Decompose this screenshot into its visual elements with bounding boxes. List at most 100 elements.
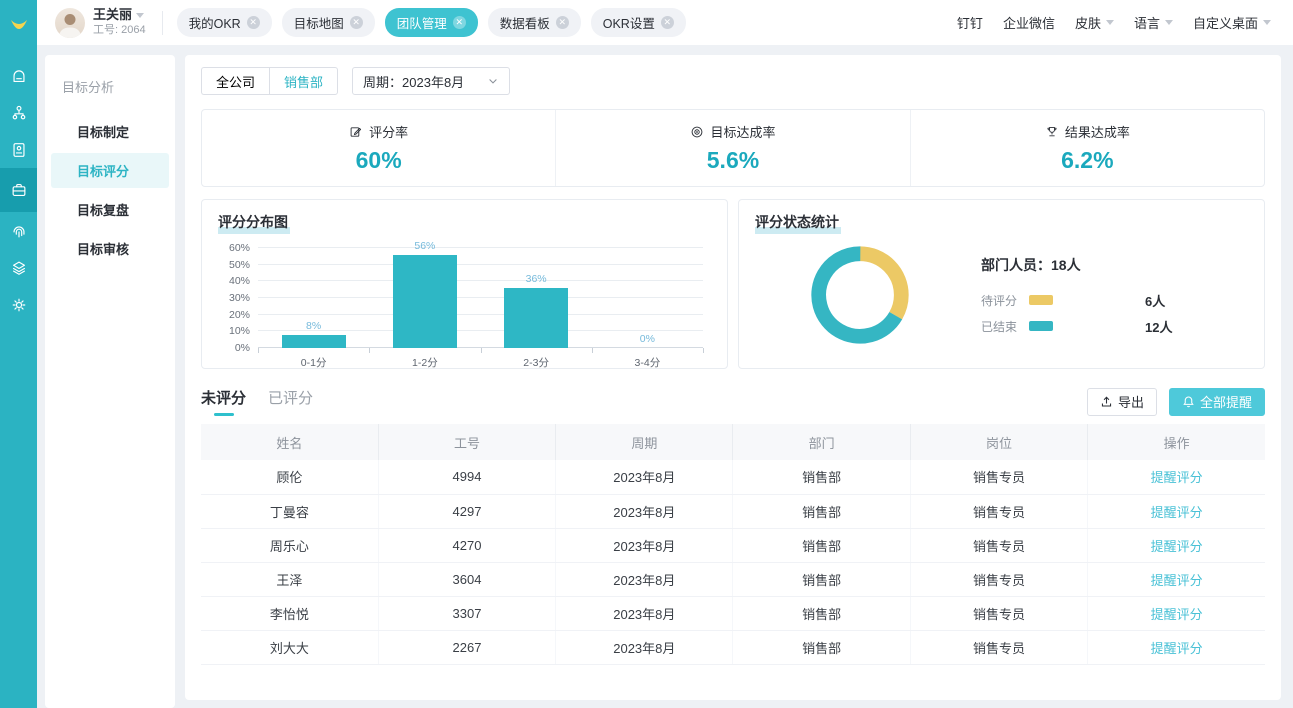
scope-segmented-control: 全公司 销售部 (201, 67, 339, 95)
period-dropdown[interactable]: 周期：2023年8月 (352, 67, 511, 95)
sidebar-item-目标审核[interactable]: 目标审核 (77, 242, 130, 257)
y-axis-tick: 40% (228, 275, 250, 288)
bar-value-label: 36% (525, 273, 547, 285)
x-axis-tick (591, 348, 593, 353)
main-content: 全公司 销售部 周期：2023年8月 评分率 60% 目标达成率 5.6% 结果达成率 6.… (185, 55, 1281, 700)
rail-item-fingerprint-icon[interactable] (0, 212, 37, 249)
table-cell: 销售部 (732, 460, 911, 495)
bar-value-label: 56% (414, 239, 436, 252)
remind-score-link[interactable]: 提醒评分 (1150, 470, 1203, 486)
gridline (258, 347, 703, 348)
score-tab-未评分[interactable]: 未评分 (201, 387, 246, 416)
table-cell: 2023年8月 (555, 494, 734, 529)
close-icon[interactable]: ✕ (349, 16, 363, 29)
rail-item-home-icon[interactable] (0, 57, 37, 94)
remind-all-button[interactable]: 全部提醒 (1168, 387, 1265, 416)
current-user[interactable]: 王关丽 工号: 2064 (37, 7, 160, 38)
bar-chart-title: 评分分布图 (218, 212, 290, 234)
legend-swatch (1029, 295, 1053, 305)
tab-label: OKR设置 (602, 17, 655, 31)
table-cell: 销售部 (732, 596, 911, 631)
table-cell-action: 提醒评分 (1087, 630, 1265, 665)
x-axis-tick (703, 348, 704, 353)
gridline (258, 297, 703, 298)
gridline (258, 280, 703, 282)
top-menu-item-0[interactable]: 钉钉 (956, 16, 983, 31)
avatar (55, 7, 85, 38)
column-header-岗位: 岗位 (910, 424, 1089, 460)
remind-score-link[interactable]: 提醒评分 (1150, 504, 1203, 520)
tab-label: 目标地图 (293, 17, 344, 31)
table-cell: 销售专员 (910, 528, 1089, 563)
table-row: 刘大大 2267 2023年8月 销售部 销售专员 提醒评分 (201, 630, 1265, 665)
score-tab-已评分[interactable]: 已评分 (268, 390, 314, 407)
bar-2-3分 (504, 288, 569, 348)
top-menu-item-2[interactable]: 皮肤 (1075, 13, 1114, 32)
table-cell: 丁曼容 (201, 494, 379, 529)
app-logo[interactable] (0, 0, 37, 45)
sidebar-item-目标制定[interactable]: 目标制定 (77, 125, 130, 140)
top-menu-item-3[interactable]: 语言 (1134, 13, 1173, 32)
table-cell: 销售部 (732, 494, 911, 529)
scope-button-销售部[interactable]: 销售部 (269, 67, 339, 95)
rail-item-layers-icon[interactable] (0, 249, 37, 286)
rail-item-org-chart-icon[interactable] (0, 94, 37, 131)
donut-chart-card: 评分状态统计 部门人员：18人 待评分 6人 已结束 12人 (738, 199, 1265, 369)
workspace-tab-4[interactable]: OKR设置 ✕ (590, 8, 686, 37)
kpi-value: 60% (355, 147, 402, 173)
gridline (258, 263, 703, 265)
gridline (258, 247, 703, 248)
remind-score-link[interactable]: 提醒评分 (1150, 640, 1203, 656)
rail-item-id-card-icon[interactable] (0, 131, 37, 168)
gridline (258, 313, 703, 315)
y-axis-tick: 0% (234, 342, 250, 354)
divider (161, 10, 163, 35)
rail-item-gear-icon[interactable] (0, 286, 37, 323)
table-cell: 3604 (378, 562, 557, 597)
table-cell: 销售部 (732, 630, 911, 665)
top-menu-item-4[interactable]: 自定义桌面 (1193, 13, 1271, 32)
chevron-down-icon (1164, 20, 1173, 25)
y-axis-tick: 60% (228, 242, 250, 254)
close-icon[interactable]: ✕ (452, 16, 466, 29)
legend-item-已结束: 已结束 12人 (981, 317, 1172, 336)
scope-button-全公司[interactable]: 全公司 (201, 67, 270, 95)
x-axis-tick (258, 348, 259, 353)
workspace-tab-1[interactable]: 目标地图 ✕ (281, 8, 375, 37)
table-cell-action: 提醒评分 (1087, 528, 1265, 563)
table-cell: 2267 (378, 630, 557, 665)
y-axis-tick: 30% (228, 292, 250, 304)
close-icon[interactable]: ✕ (246, 16, 260, 29)
chevron-down-icon (1263, 20, 1271, 25)
x-axis-tick (369, 348, 371, 353)
workspace-tab-3[interactable]: 数据看板 ✕ (487, 8, 581, 37)
sidebar: 目标分析 目标制定 目标评分 目标复盘 目标审核 (45, 55, 175, 708)
remind-score-link[interactable]: 提醒评分 (1150, 538, 1203, 554)
kpi-value: 5.6% (706, 147, 760, 173)
remind-score-link[interactable]: 提醒评分 (1150, 572, 1203, 588)
workspace-tab-0[interactable]: 我的OKR ✕ (176, 8, 272, 37)
score-rate-icon (349, 125, 363, 139)
table-cell: 周乐心 (201, 528, 379, 563)
gear-icon (10, 296, 28, 314)
chevron-down-icon[interactable] (136, 12, 145, 18)
sidebar-item-目标复盘[interactable]: 目标复盘 (77, 203, 130, 218)
export-button[interactable]: 导出 (1086, 387, 1157, 416)
workspace-tab-2[interactable]: 团队管理 ✕ (384, 8, 478, 37)
column-header-操作: 操作 (1087, 424, 1265, 460)
close-icon[interactable]: ✕ (555, 16, 569, 29)
remind-score-link[interactable]: 提醒评分 (1150, 606, 1203, 622)
bar-chart: 0% 10% 20% 30% 40% 50% 60% 8% 56% 36% 0% (229, 240, 704, 354)
bar-1-2分 (392, 254, 457, 348)
table-cell: 销售部 (732, 562, 911, 597)
rail-item-briefcase-icon[interactable] (0, 168, 37, 212)
fingerprint-icon (10, 222, 28, 240)
result-rate-icon (1045, 125, 1059, 139)
briefcase-icon (10, 181, 28, 199)
y-axis-tick: 20% (228, 308, 250, 321)
legend-swatch (1029, 321, 1053, 331)
filter-bar: 全公司 销售部 周期：2023年8月 (201, 67, 1265, 95)
close-icon[interactable]: ✕ (660, 16, 674, 29)
sidebar-item-目标评分[interactable]: 目标评分 (51, 153, 169, 188)
top-menu-item-1[interactable]: 企业微信 (1002, 16, 1055, 31)
